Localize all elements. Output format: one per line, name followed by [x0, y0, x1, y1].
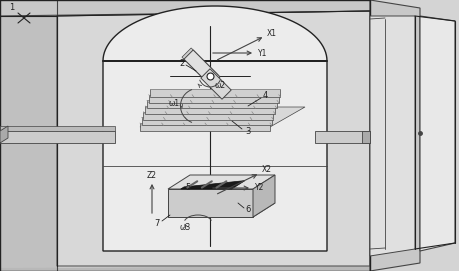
Text: X1: X1: [266, 28, 276, 37]
Polygon shape: [140, 123, 269, 131]
Text: ω2: ω2: [214, 82, 225, 91]
Polygon shape: [141, 117, 271, 125]
Polygon shape: [252, 175, 274, 217]
Text: Z2: Z2: [147, 172, 157, 180]
Text: 1: 1: [9, 2, 15, 11]
Text: 4: 4: [262, 92, 267, 101]
Polygon shape: [168, 203, 274, 217]
Polygon shape: [201, 69, 231, 99]
Text: X2: X2: [262, 164, 271, 173]
Polygon shape: [369, 0, 419, 271]
Polygon shape: [168, 175, 274, 189]
Polygon shape: [168, 189, 252, 217]
Polygon shape: [182, 48, 218, 84]
Polygon shape: [0, 0, 57, 271]
Polygon shape: [0, 0, 369, 16]
Text: 2: 2: [179, 59, 184, 67]
Polygon shape: [145, 106, 274, 114]
Text: Y2: Y2: [255, 183, 264, 192]
Text: 3: 3: [245, 127, 250, 136]
Text: 7: 7: [154, 218, 159, 227]
Polygon shape: [0, 266, 369, 271]
Text: Y1: Y1: [258, 49, 267, 57]
Polygon shape: [150, 89, 280, 97]
Polygon shape: [369, 16, 414, 256]
Text: ω3: ω3: [179, 222, 190, 231]
Polygon shape: [148, 95, 278, 103]
Polygon shape: [147, 100, 276, 108]
Polygon shape: [143, 112, 273, 120]
Polygon shape: [184, 50, 219, 86]
Polygon shape: [103, 6, 326, 251]
Polygon shape: [0, 131, 115, 143]
Polygon shape: [419, 16, 454, 251]
Polygon shape: [180, 180, 244, 189]
Polygon shape: [140, 107, 304, 127]
Text: ω1: ω1: [168, 98, 179, 108]
Polygon shape: [361, 131, 369, 143]
Polygon shape: [0, 126, 8, 143]
Polygon shape: [57, 11, 369, 266]
Polygon shape: [0, 126, 115, 131]
Text: 6: 6: [245, 205, 250, 214]
Polygon shape: [314, 131, 369, 143]
Text: 5: 5: [185, 183, 190, 192]
